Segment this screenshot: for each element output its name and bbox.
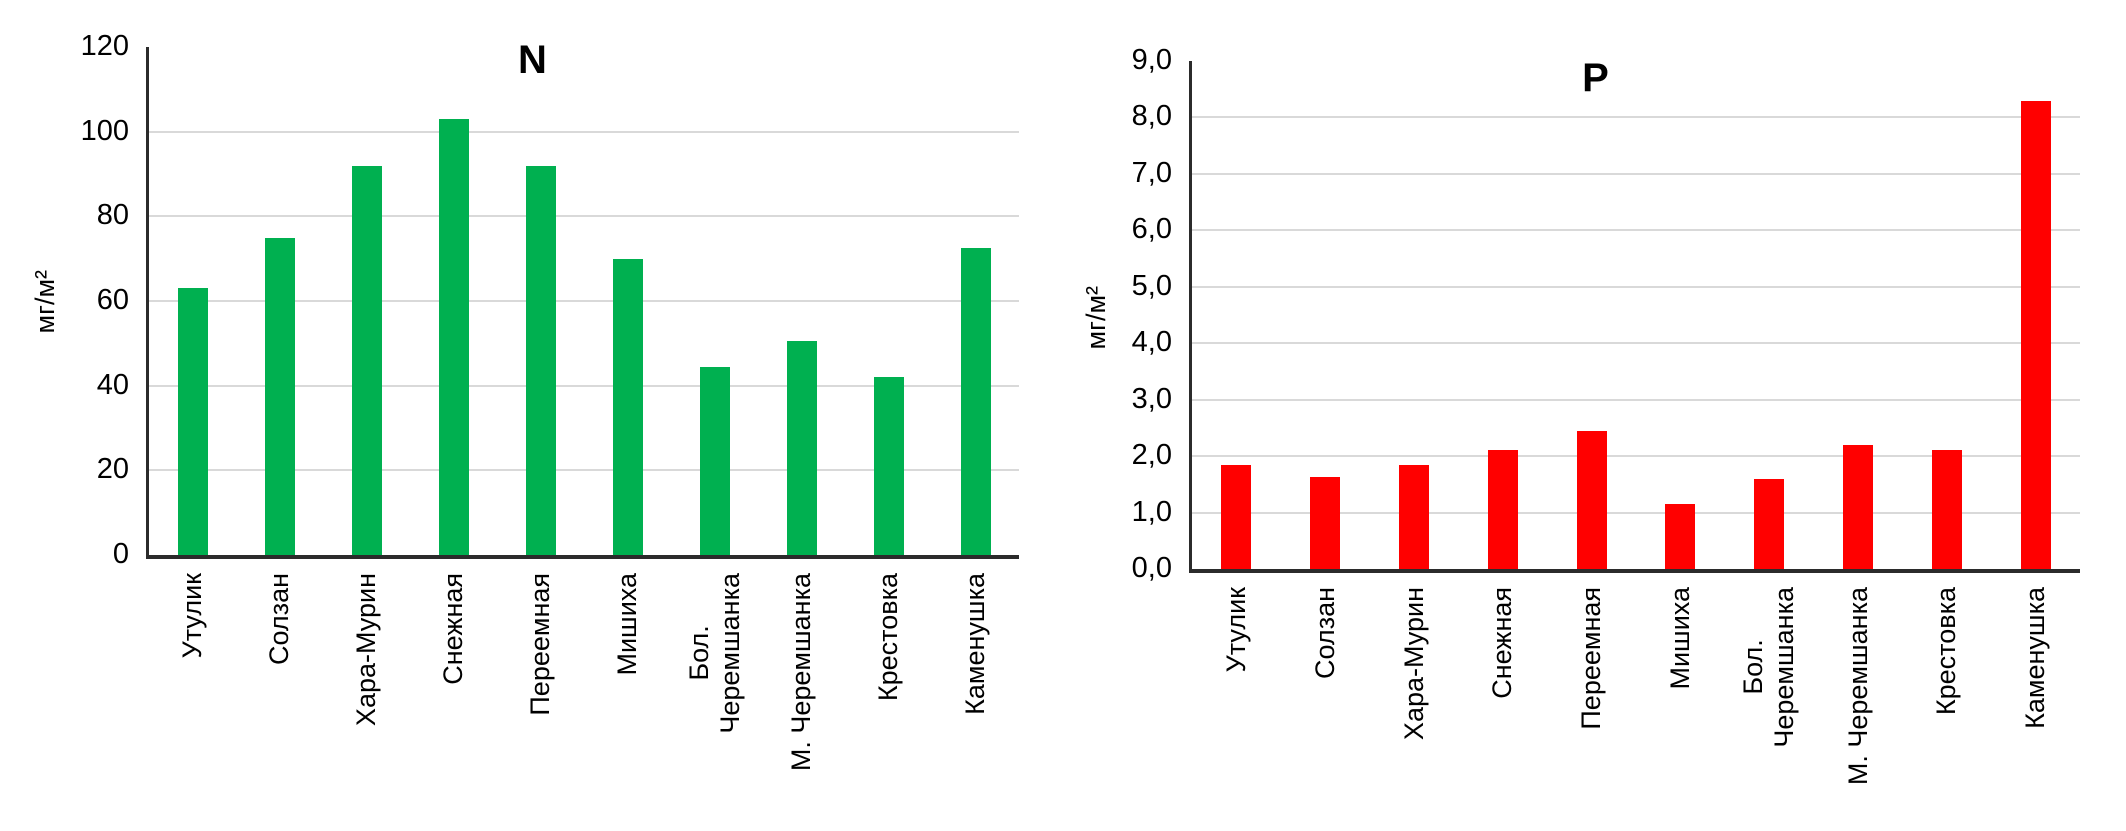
x-category-label: Хара-Мурин — [351, 573, 381, 727]
y-tick-label: 40 — [96, 368, 129, 401]
y-tick-label: 8,0 — [1131, 100, 1172, 133]
bar — [1754, 478, 1785, 569]
x-category-label: Крестовка — [873, 573, 903, 702]
bar — [699, 366, 730, 555]
bar — [786, 341, 817, 555]
y-axis-unit-label: мг/м² — [1080, 286, 1111, 350]
gridline — [149, 215, 1019, 218]
bar — [612, 258, 643, 555]
bar — [1665, 504, 1696, 569]
bar — [177, 288, 208, 555]
y-tick-label: 20 — [96, 453, 129, 486]
chart-phosphorus: P мг/м² 0,0 1,0 2,0 3,0 4,0 5,0 6,0 7,0 8,0 9,0 Ут… — [1065, 0, 2126, 831]
x-category-label: Солзан — [1309, 587, 1340, 679]
y-tick-label: 100 — [80, 114, 129, 147]
bar — [1310, 477, 1341, 569]
x-category-label: Переемная — [1576, 587, 1607, 730]
bar — [438, 118, 469, 555]
bar — [1487, 450, 1518, 569]
x-category-label: М. Черемшанка — [786, 573, 816, 772]
bar — [351, 165, 382, 555]
gridline — [1192, 455, 2080, 458]
y-tick-label: 5,0 — [1131, 269, 1172, 302]
x-category-label: Бол. Черемшанка — [1738, 587, 1800, 748]
y-tick-label: 80 — [96, 199, 129, 232]
bar — [1399, 464, 1429, 569]
x-category-label: Переемная — [525, 573, 555, 716]
y-tick-label: 7,0 — [1131, 156, 1172, 189]
chart-title: P — [1582, 56, 1609, 100]
chart-title: N — [518, 38, 547, 82]
y-tick-label: 120 — [80, 29, 129, 62]
y-tick-label: 1,0 — [1131, 495, 1172, 528]
y-tick-label: 0,0 — [1131, 551, 1172, 584]
x-category-label: Утулик — [1220, 587, 1251, 673]
x-category-label: Солзан — [264, 573, 294, 665]
bar — [1931, 450, 1962, 569]
x-category-label: М. Черемшанка — [1842, 587, 1873, 786]
gridline — [1192, 342, 2080, 345]
x-category-label: Хара-Мурин — [1398, 587, 1429, 741]
y-tick-label: 6,0 — [1131, 213, 1172, 246]
bar — [1576, 430, 1607, 569]
gridline — [149, 300, 1019, 302]
y-tick-label: 9,0 — [1131, 43, 1172, 76]
x-category-label: Каменушка — [2020, 587, 2051, 729]
gridline — [1192, 172, 2080, 175]
x-category-label: Снежная — [438, 573, 468, 685]
x-category-label: Мишиха — [612, 573, 642, 676]
gridline — [149, 384, 1019, 387]
gridline — [1192, 116, 2080, 119]
y-tick-label: 0 — [112, 537, 129, 570]
x-category-label: Снежная — [1487, 587, 1518, 699]
bar — [960, 248, 991, 555]
plot-area: 0,0 1,0 2,0 3,0 4,0 5,0 6,0 7,0 8,0 9,0 Утулик Солз… — [1132, 45, 2080, 785]
x-category-label: Каменушка — [960, 573, 990, 715]
x-category-label: Утулик — [177, 573, 207, 659]
gridline — [1192, 511, 2080, 514]
y-tick-label: 4,0 — [1131, 326, 1172, 359]
chart-nitrogen: N мг/м² 0 20 40 60 80 100 120 Утулик Солзан Хара-… — [29, 31, 1019, 771]
gridline — [1192, 229, 2080, 232]
gridline — [149, 469, 1019, 472]
bar — [1843, 444, 1873, 569]
plot-area: 0 20 40 60 80 100 120 Утулик Солзан Хара-Мурин Сне… — [81, 31, 1019, 771]
bar — [264, 237, 295, 555]
y-tick-label: 60 — [96, 283, 129, 316]
x-category-label: Бол. Черемшанка — [683, 573, 745, 734]
x-category-label: Мишиха — [1664, 587, 1695, 690]
bar — [525, 165, 556, 555]
x-category-label: Крестовка — [1931, 587, 1962, 716]
bar — [1221, 464, 1252, 569]
y-tick-label: 3,0 — [1131, 382, 1172, 415]
gridline — [1192, 285, 2080, 288]
bar — [2020, 100, 2051, 569]
y-axis-unit-label: мг/м² — [29, 270, 60, 334]
y-tick-label: 2,0 — [1131, 439, 1172, 472]
gridline — [149, 130, 1019, 133]
gridline — [1192, 398, 2080, 401]
bar — [873, 377, 904, 555]
